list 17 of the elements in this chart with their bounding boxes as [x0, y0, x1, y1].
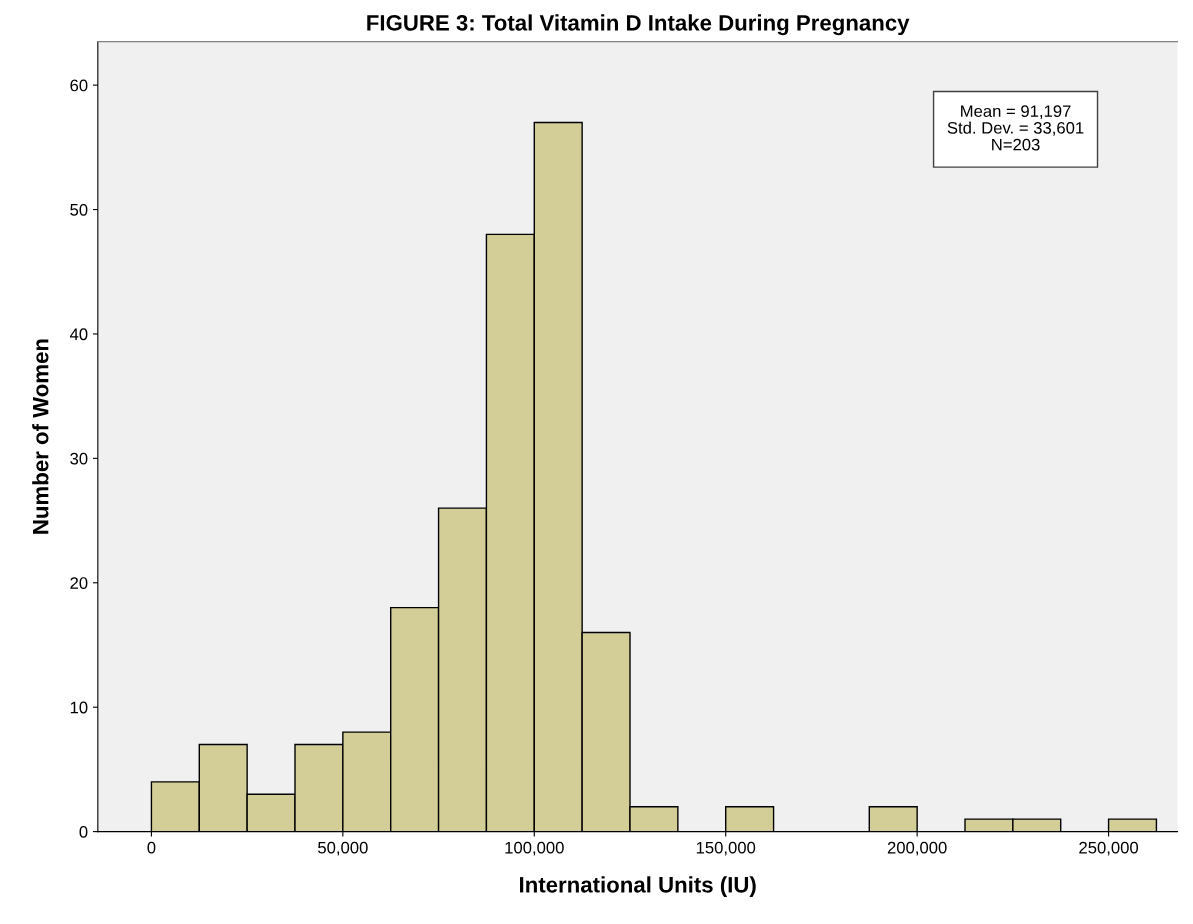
x-tick-label: 200,000	[887, 841, 947, 856]
y-tick-label: 10	[70, 701, 88, 714]
y-tick-label: 30	[70, 452, 88, 465]
x-tick-label: 100,000	[505, 841, 564, 856]
x-tick-label: 0	[147, 841, 156, 854]
annotation: Mean = 91,197 Std. Dev. = 33,601 N=203	[947, 105, 1084, 151]
y-tick-label: 40	[69, 328, 88, 341]
y-tick-label: 0	[79, 826, 88, 838]
x-axis-title: International Units (IU)	[520, 876, 756, 898]
y-tick-label: 20	[70, 577, 88, 589]
x-tick-label: 150,000	[696, 841, 756, 856]
x-tick-label: 250,000	[1079, 841, 1139, 856]
y-tick-label: 60	[70, 79, 88, 92]
y-tick-label: 50	[70, 203, 88, 216]
chart-title: FIGURE 3: Total Vitamin D Intake During Pregnancy	[367, 14, 910, 36]
y-axis-title: Number of Women	[32, 339, 49, 534]
x-tick-label: 50,000	[318, 841, 368, 856]
